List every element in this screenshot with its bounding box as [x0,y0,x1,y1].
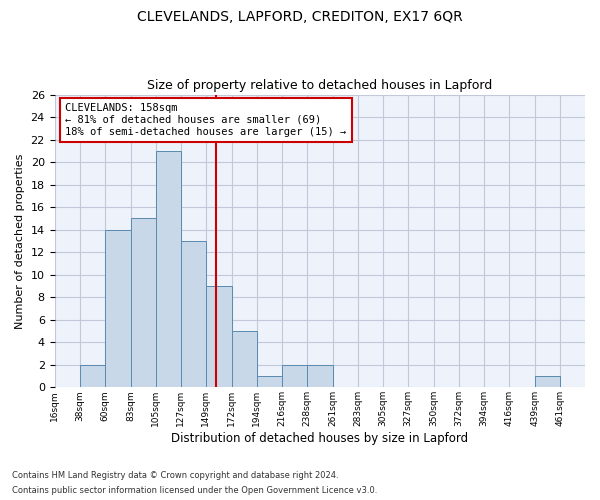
Text: CLEVELANDS: 158sqm
← 81% of detached houses are smaller (69)
18% of semi-detache: CLEVELANDS: 158sqm ← 81% of detached hou… [65,104,346,136]
Bar [131,218,155,388]
Bar [206,286,232,388]
Text: Contains HM Land Registry data © Crown copyright and database right 2024.: Contains HM Land Registry data © Crown c… [12,471,338,480]
Bar [257,376,282,388]
Bar [232,331,257,388]
Bar [104,230,131,388]
Bar [155,151,181,388]
Bar [181,241,206,388]
Bar [282,365,307,388]
Text: Contains public sector information licensed under the Open Government Licence v3: Contains public sector information licen… [12,486,377,495]
Bar [80,365,104,388]
Title: Size of property relative to detached houses in Lapford: Size of property relative to detached ho… [147,79,493,92]
Text: CLEVELANDS, LAPFORD, CREDITON, EX17 6QR: CLEVELANDS, LAPFORD, CREDITON, EX17 6QR [137,10,463,24]
Bar [535,376,560,388]
Bar [307,365,333,388]
Y-axis label: Number of detached properties: Number of detached properties [15,153,25,328]
X-axis label: Distribution of detached houses by size in Lapford: Distribution of detached houses by size … [171,432,469,445]
